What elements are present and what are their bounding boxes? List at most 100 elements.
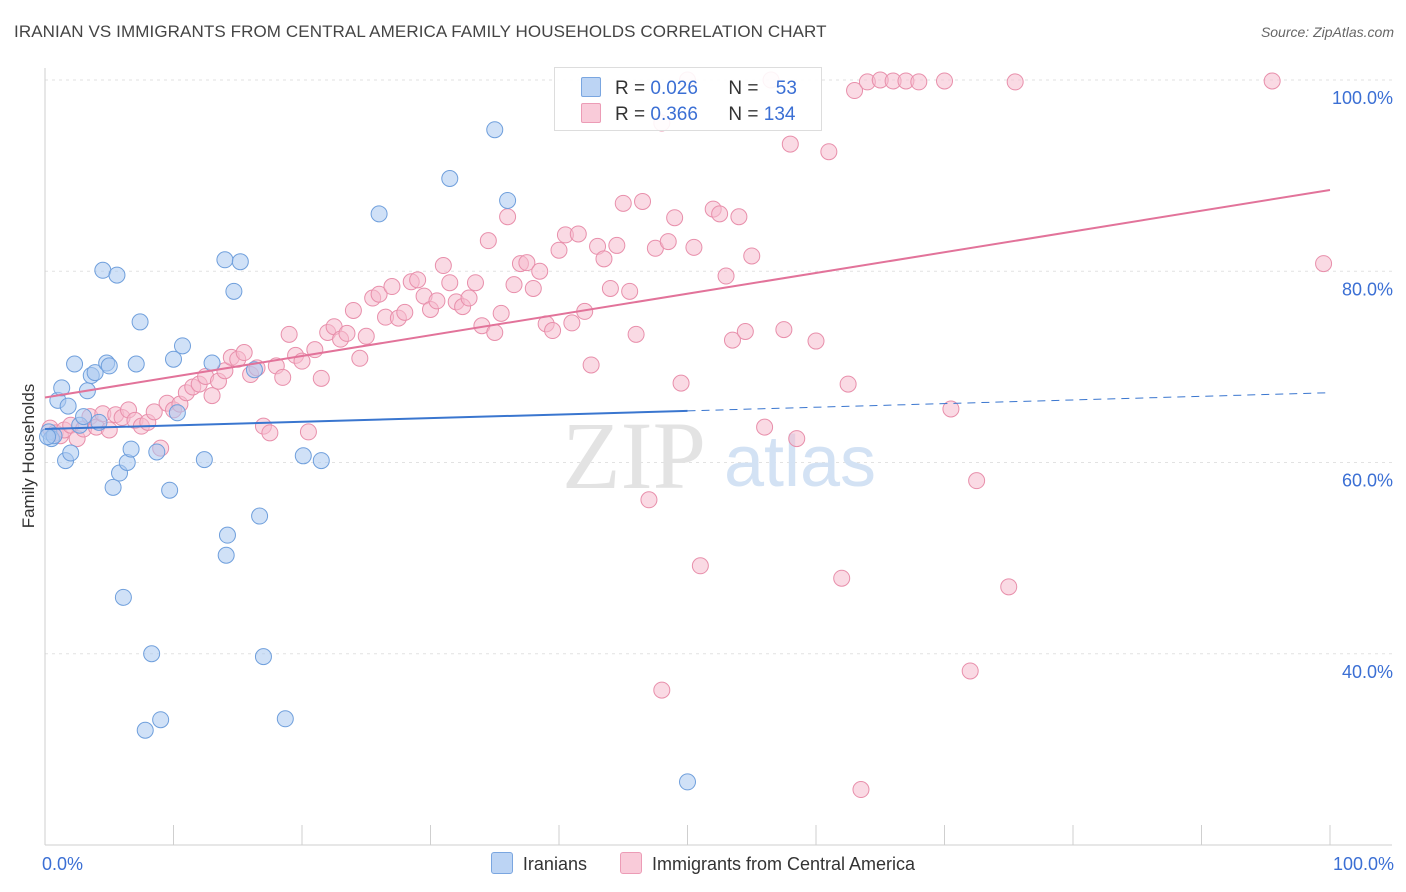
point-iranians	[165, 350, 182, 368]
point-iranians	[75, 408, 93, 426]
point-central-america	[833, 569, 851, 587]
point-iranians	[108, 266, 126, 284]
y-tick-label: 60.0%	[1342, 471, 1393, 491]
legend-r-value-iranians: 0.026	[650, 78, 698, 99]
point-central-america	[1006, 73, 1024, 91]
legend-item-central-america[interactable]: Immigrants from Central America	[619, 852, 915, 875]
watermark: ZIP atlas	[562, 402, 876, 509]
point-iranians	[216, 251, 234, 269]
point-iranians	[59, 397, 77, 415]
x-tick-label: 0.0%	[42, 854, 83, 874]
point-central-america	[524, 279, 542, 297]
point-iranians	[127, 355, 145, 373]
legend-swatch-central-america	[619, 852, 642, 874]
point-iranians	[66, 355, 84, 373]
point-central-america	[781, 135, 799, 153]
point-central-america	[505, 276, 523, 294]
point-central-america	[145, 403, 163, 421]
point-central-america	[1263, 72, 1281, 90]
point-iranians	[39, 428, 57, 446]
point-central-america	[531, 262, 549, 280]
trend-line-iranians-extrapolated	[687, 392, 1331, 412]
point-iranians	[143, 645, 161, 663]
point-central-america	[788, 430, 806, 448]
point-iranians	[86, 364, 104, 382]
point-iranians	[90, 413, 108, 431]
point-central-america	[280, 325, 298, 343]
point-central-america	[775, 321, 793, 339]
point-central-america	[627, 325, 645, 343]
point-iranians	[441, 169, 459, 187]
point-central-america	[968, 472, 986, 490]
point-iranians	[195, 451, 213, 469]
point-central-america	[595, 250, 613, 268]
y-tick-label: 40.0%	[1342, 662, 1393, 682]
legend-n-label: N =	[728, 104, 759, 125]
point-central-america	[479, 232, 497, 250]
point-iranians	[122, 440, 140, 458]
point-iranians	[94, 261, 112, 279]
point-central-america	[846, 82, 864, 100]
point-central-america	[691, 557, 709, 575]
axes	[44, 68, 1392, 846]
point-iranians	[245, 361, 263, 379]
point-iranians	[231, 253, 249, 271]
y-tick-labels: 100.0% 80.0% 60.0% 40.0%	[1332, 88, 1393, 682]
point-central-america	[852, 781, 870, 799]
point-iranians	[131, 313, 149, 331]
point-central-america	[910, 73, 928, 91]
point-central-america	[711, 205, 729, 223]
point-central-america	[614, 194, 632, 212]
point-iranians	[486, 121, 504, 139]
y-tick-label: 100.0%	[1332, 88, 1393, 108]
point-iranians	[168, 404, 186, 422]
point-central-america	[428, 292, 446, 310]
point-iranians	[62, 444, 80, 462]
legend-n-value-iranians: 53	[775, 78, 797, 99]
trend-line-central-america	[44, 188, 1331, 399]
point-iranians	[251, 507, 269, 525]
point-central-america	[466, 274, 484, 292]
chart-title: IRANIAN VS IMMIGRANTS FROM CENTRAL AMERI…	[14, 22, 827, 41]
point-central-america	[274, 368, 292, 386]
point-central-america	[1315, 255, 1333, 273]
point-central-america	[544, 322, 562, 340]
point-central-america	[659, 233, 677, 251]
point-central-america	[961, 662, 979, 680]
legend-label-iranians: Iranians	[522, 854, 587, 874]
point-central-america	[1000, 578, 1018, 596]
point-iranians	[136, 721, 154, 739]
legend-item-iranians[interactable]: Iranians	[490, 852, 587, 875]
point-iranians	[161, 481, 179, 499]
source-label: Source: ZipAtlas.com	[1260, 24, 1394, 40]
point-central-america	[839, 375, 857, 393]
point-central-america	[621, 282, 639, 300]
y-tick-label: 80.0%	[1342, 279, 1393, 299]
point-iranians	[104, 478, 122, 496]
point-central-america	[351, 349, 369, 367]
point-central-america	[563, 314, 581, 332]
point-central-america	[608, 236, 626, 254]
trend-line-iranians	[44, 409, 688, 431]
series-legend: Iranians Immigrants from Central America	[0, 852, 1406, 875]
point-central-america	[518, 254, 536, 272]
point-central-america	[396, 303, 414, 321]
trend-lines	[44, 188, 1331, 431]
point-central-america	[357, 327, 375, 345]
point-central-america	[936, 72, 953, 90]
point-central-america	[299, 423, 317, 441]
point-central-america	[492, 304, 510, 322]
watermark-zip: ZIP	[562, 402, 706, 509]
point-iranians	[100, 357, 118, 375]
point-central-america	[653, 681, 671, 699]
y-axis-label: Family Households	[19, 384, 38, 529]
point-central-america	[723, 331, 741, 349]
point-iranians	[225, 282, 243, 300]
point-central-america	[736, 322, 754, 340]
point-iranians	[312, 452, 330, 470]
legend-row-iranians: R = 0.026 N = 53	[581, 77, 797, 101]
point-central-america	[666, 209, 684, 227]
point-central-america	[441, 274, 459, 292]
point-iranians	[294, 447, 312, 465]
